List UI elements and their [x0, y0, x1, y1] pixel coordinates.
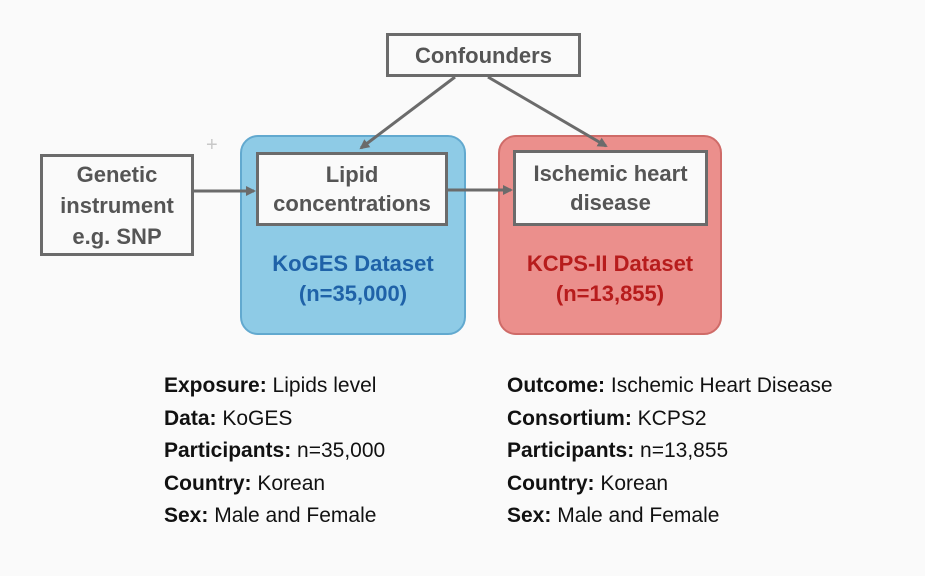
info-key: Sex:	[507, 504, 552, 527]
info-key: Exposure:	[164, 374, 267, 397]
genetic-line-3: e.g. SNP	[72, 223, 162, 249]
outcome-info-row: Consortium: KCPS2	[507, 403, 833, 436]
outcome-info-list: Outcome: Ischemic Heart Disease Consorti…	[507, 370, 833, 533]
kcps-dataset-name: KCPS-II Dataset	[526, 251, 694, 276]
confounders-node: Confounders	[386, 33, 581, 77]
info-value: KCPS2	[637, 406, 707, 430]
info-value: Korean	[600, 471, 669, 495]
exposure-info-row: Data: KoGES	[164, 403, 385, 436]
ihd-line-2: disease	[570, 190, 651, 215]
outcome-info-row: Outcome: Ischemic Heart Disease	[507, 370, 833, 403]
genetic-instrument-node: Genetic instrument e.g. SNP	[40, 154, 194, 256]
info-value: Korean	[257, 471, 326, 495]
exposure-info-row: Participants: n=35,000	[164, 435, 385, 468]
outcome-info-row: Country: Korean	[507, 468, 833, 501]
lipid-line-1: Lipid	[325, 162, 379, 187]
info-key: Country:	[507, 471, 595, 495]
info-value: Lipids level	[272, 374, 377, 397]
info-value: Male and Female	[557, 504, 720, 527]
genetic-line-2: instrument	[60, 192, 174, 218]
info-key: Country:	[164, 471, 252, 495]
ischemic-heart-disease-node: Ischemic heart disease	[513, 150, 708, 226]
koges-dataset-name: KoGES Dataset	[272, 251, 434, 276]
koges-dataset-label: KoGES Dataset (n=35,000)	[242, 249, 464, 309]
lipid-concentrations-node: Lipid concentrations	[256, 152, 448, 226]
info-value: n=13,855	[640, 439, 729, 462]
confounders-label: Confounders	[415, 42, 552, 68]
exposure-info-row: Exposure: Lipids level	[164, 370, 385, 403]
genetic-line-1: Genetic	[76, 161, 158, 187]
exposure-info-list: Exposure: Lipids level Data: KoGES Parti…	[164, 370, 385, 533]
info-value: Ischemic Heart Disease	[610, 374, 833, 397]
koges-dataset-n: (n=35,000)	[298, 281, 408, 306]
outcome-info-row: Participants: n=13,855	[507, 435, 833, 468]
info-key: Participants:	[164, 439, 292, 462]
info-key: Sex:	[164, 504, 209, 527]
exposure-info-row: Country: Korean	[164, 468, 385, 501]
lipid-line-2: concentrations	[273, 191, 431, 216]
ihd-line-1: Ischemic heart	[533, 161, 688, 186]
info-key: Consortium:	[507, 406, 632, 430]
outcome-info-row: Sex: Male and Female	[507, 500, 833, 533]
info-value: Male and Female	[214, 504, 377, 527]
exposure-info-row: Sex: Male and Female	[164, 500, 385, 533]
kcps-dataset-n: (n=13,855)	[555, 281, 665, 306]
info-key: Data:	[164, 406, 217, 430]
cursor-crosshair-icon: +	[206, 134, 218, 156]
info-key: Outcome:	[507, 374, 606, 397]
kcps-dataset-label: KCPS-II Dataset (n=13,855)	[500, 249, 720, 309]
info-key: Participants:	[507, 439, 635, 462]
info-value: n=35,000	[297, 439, 386, 462]
info-value: KoGES	[222, 406, 293, 430]
